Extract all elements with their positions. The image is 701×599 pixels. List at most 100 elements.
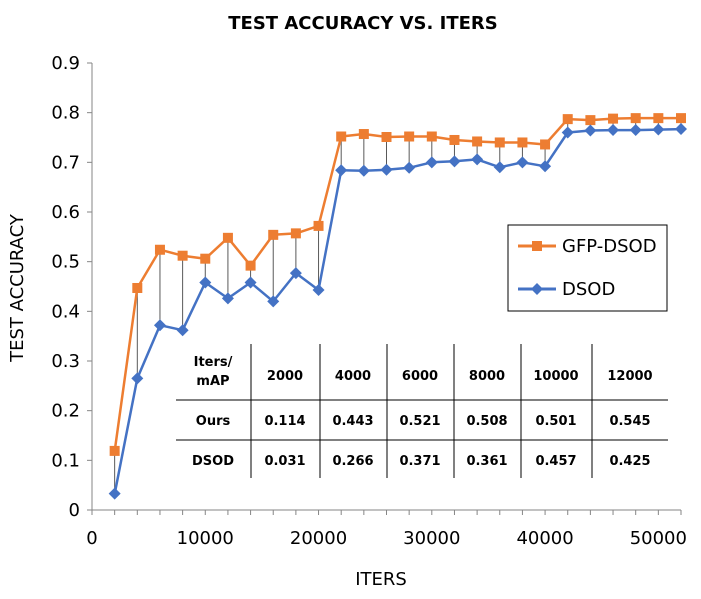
- point-dsod: [289, 267, 302, 280]
- point-dsod: [153, 319, 166, 332]
- point-dsod: [516, 156, 529, 169]
- point-dsod: [448, 155, 461, 168]
- x-tick-label: 10000: [177, 528, 234, 549]
- y-tick-label: 0.1: [51, 450, 80, 471]
- point-gfp-dsod: [562, 114, 573, 125]
- point-dsod: [675, 123, 687, 136]
- table-header-cell: 10000: [533, 369, 578, 384]
- point-dsod: [629, 124, 642, 137]
- y-tick-label: 0.3: [51, 351, 80, 372]
- table-header-cell: 6000: [402, 369, 438, 384]
- legend-label-gfp-dsod: GFP-DSOD: [562, 236, 657, 257]
- x-tick-label: 50000: [630, 528, 687, 549]
- x-tick-label: 0: [86, 528, 97, 549]
- point-dsod: [267, 295, 280, 308]
- point-gfp-dsod: [290, 228, 301, 239]
- x-tick-label: 30000: [403, 528, 460, 549]
- point-gfp-dsod: [177, 250, 188, 261]
- legend: GFP-DSOD DSOD: [507, 224, 668, 312]
- point-gfp-dsod: [313, 220, 324, 231]
- point-dsod: [131, 372, 144, 385]
- point-gfp-dsod: [517, 137, 528, 148]
- point-dsod: [561, 126, 574, 139]
- point-gfp-dsod: [200, 253, 211, 264]
- point-dsod: [584, 124, 597, 137]
- point-gfp-dsod: [268, 229, 279, 240]
- y-tick-label: 0.4: [51, 301, 80, 322]
- point-dsod: [652, 123, 665, 136]
- table-header-cell: 4000: [335, 369, 371, 384]
- table-header-cell: Iters/mAP: [194, 355, 233, 389]
- legend-marker-dsod: [531, 283, 543, 295]
- point-dsod: [539, 160, 552, 173]
- point-dsod: [357, 164, 370, 177]
- point-gfp-dsod: [358, 129, 369, 140]
- series-layer: [108, 113, 687, 500]
- table-row-label: Ours: [196, 414, 231, 429]
- y-tick-label: 0.9: [51, 53, 80, 74]
- table-cell: 0.371: [399, 454, 440, 469]
- point-gfp-dsod: [540, 139, 551, 150]
- point-gfp-dsod: [449, 134, 460, 145]
- x-tick-label: 40000: [516, 528, 573, 549]
- point-dsod: [176, 324, 189, 337]
- y-tick-label: 0.5: [51, 252, 80, 273]
- point-gfp-dsod: [426, 131, 437, 142]
- point-gfp-dsod: [494, 137, 505, 148]
- table-background: [176, 344, 668, 478]
- y-tick-label: 0.8: [51, 103, 80, 124]
- y-tick-label: 0: [69, 500, 80, 521]
- point-gfp-dsod: [630, 113, 641, 124]
- y-axis-label: TEST ACCURACY: [7, 213, 28, 363]
- table-cell: 0.521: [399, 414, 440, 429]
- x-axis-label: ITERS: [355, 569, 407, 590]
- table-cell: 0.508: [466, 414, 507, 429]
- y-tick-label: 0.7: [51, 152, 80, 173]
- legend-box: [507, 224, 668, 312]
- table-header-cell: 8000: [469, 369, 505, 384]
- table-row-label: DSOD: [192, 454, 234, 469]
- table-cell: 0.545: [609, 414, 650, 429]
- point-dsod: [221, 292, 234, 305]
- legend-marker-gfp-dsod: [532, 241, 542, 251]
- point-gfp-dsod: [154, 244, 165, 255]
- point-gfp-dsod: [381, 132, 392, 143]
- point-dsod: [425, 156, 438, 169]
- point-gfp-dsod: [109, 445, 120, 456]
- data-table: Iters/mAP 2000 4000 6000 8000 10000 1200…: [176, 344, 668, 478]
- table-cell: 0.443: [332, 414, 373, 429]
- point-dsod: [607, 124, 620, 137]
- point-gfp-dsod: [653, 113, 664, 124]
- point-gfp-dsod: [132, 282, 143, 293]
- table-cell: 0.425: [609, 454, 650, 469]
- point-gfp-dsod: [222, 232, 233, 243]
- point-gfp-dsod: [676, 113, 686, 124]
- point-dsod: [403, 161, 416, 174]
- point-dsod: [312, 283, 325, 296]
- point-gfp-dsod: [404, 131, 415, 142]
- point-dsod: [335, 164, 348, 177]
- point-gfp-dsod: [336, 131, 347, 142]
- table-cell: 0.031: [264, 454, 305, 469]
- x-tick-label: 20000: [290, 528, 347, 549]
- point-dsod: [380, 163, 393, 176]
- point-dsod: [493, 161, 506, 174]
- point-dsod: [471, 153, 484, 166]
- point-dsod: [108, 487, 121, 500]
- table-cell: 0.501: [535, 414, 576, 429]
- point-gfp-dsod: [585, 115, 596, 126]
- point-dsod: [199, 276, 212, 289]
- chart-title: TEST ACCURACY VS. ITERS: [228, 13, 497, 34]
- legend-label-dsod: DSOD: [562, 279, 615, 300]
- table-header-cell: 12000: [607, 369, 652, 384]
- point-gfp-dsod: [472, 136, 483, 147]
- table-header-cell: 2000: [267, 369, 303, 384]
- table-cell: 0.361: [466, 454, 507, 469]
- y-tick-label: 0.6: [51, 202, 80, 223]
- point-gfp-dsod: [608, 113, 619, 124]
- point-dsod: [244, 276, 257, 289]
- y-tick-label: 0.2: [51, 401, 80, 422]
- table-cell: 0.114: [264, 414, 305, 429]
- table-cell: 0.457: [535, 454, 576, 469]
